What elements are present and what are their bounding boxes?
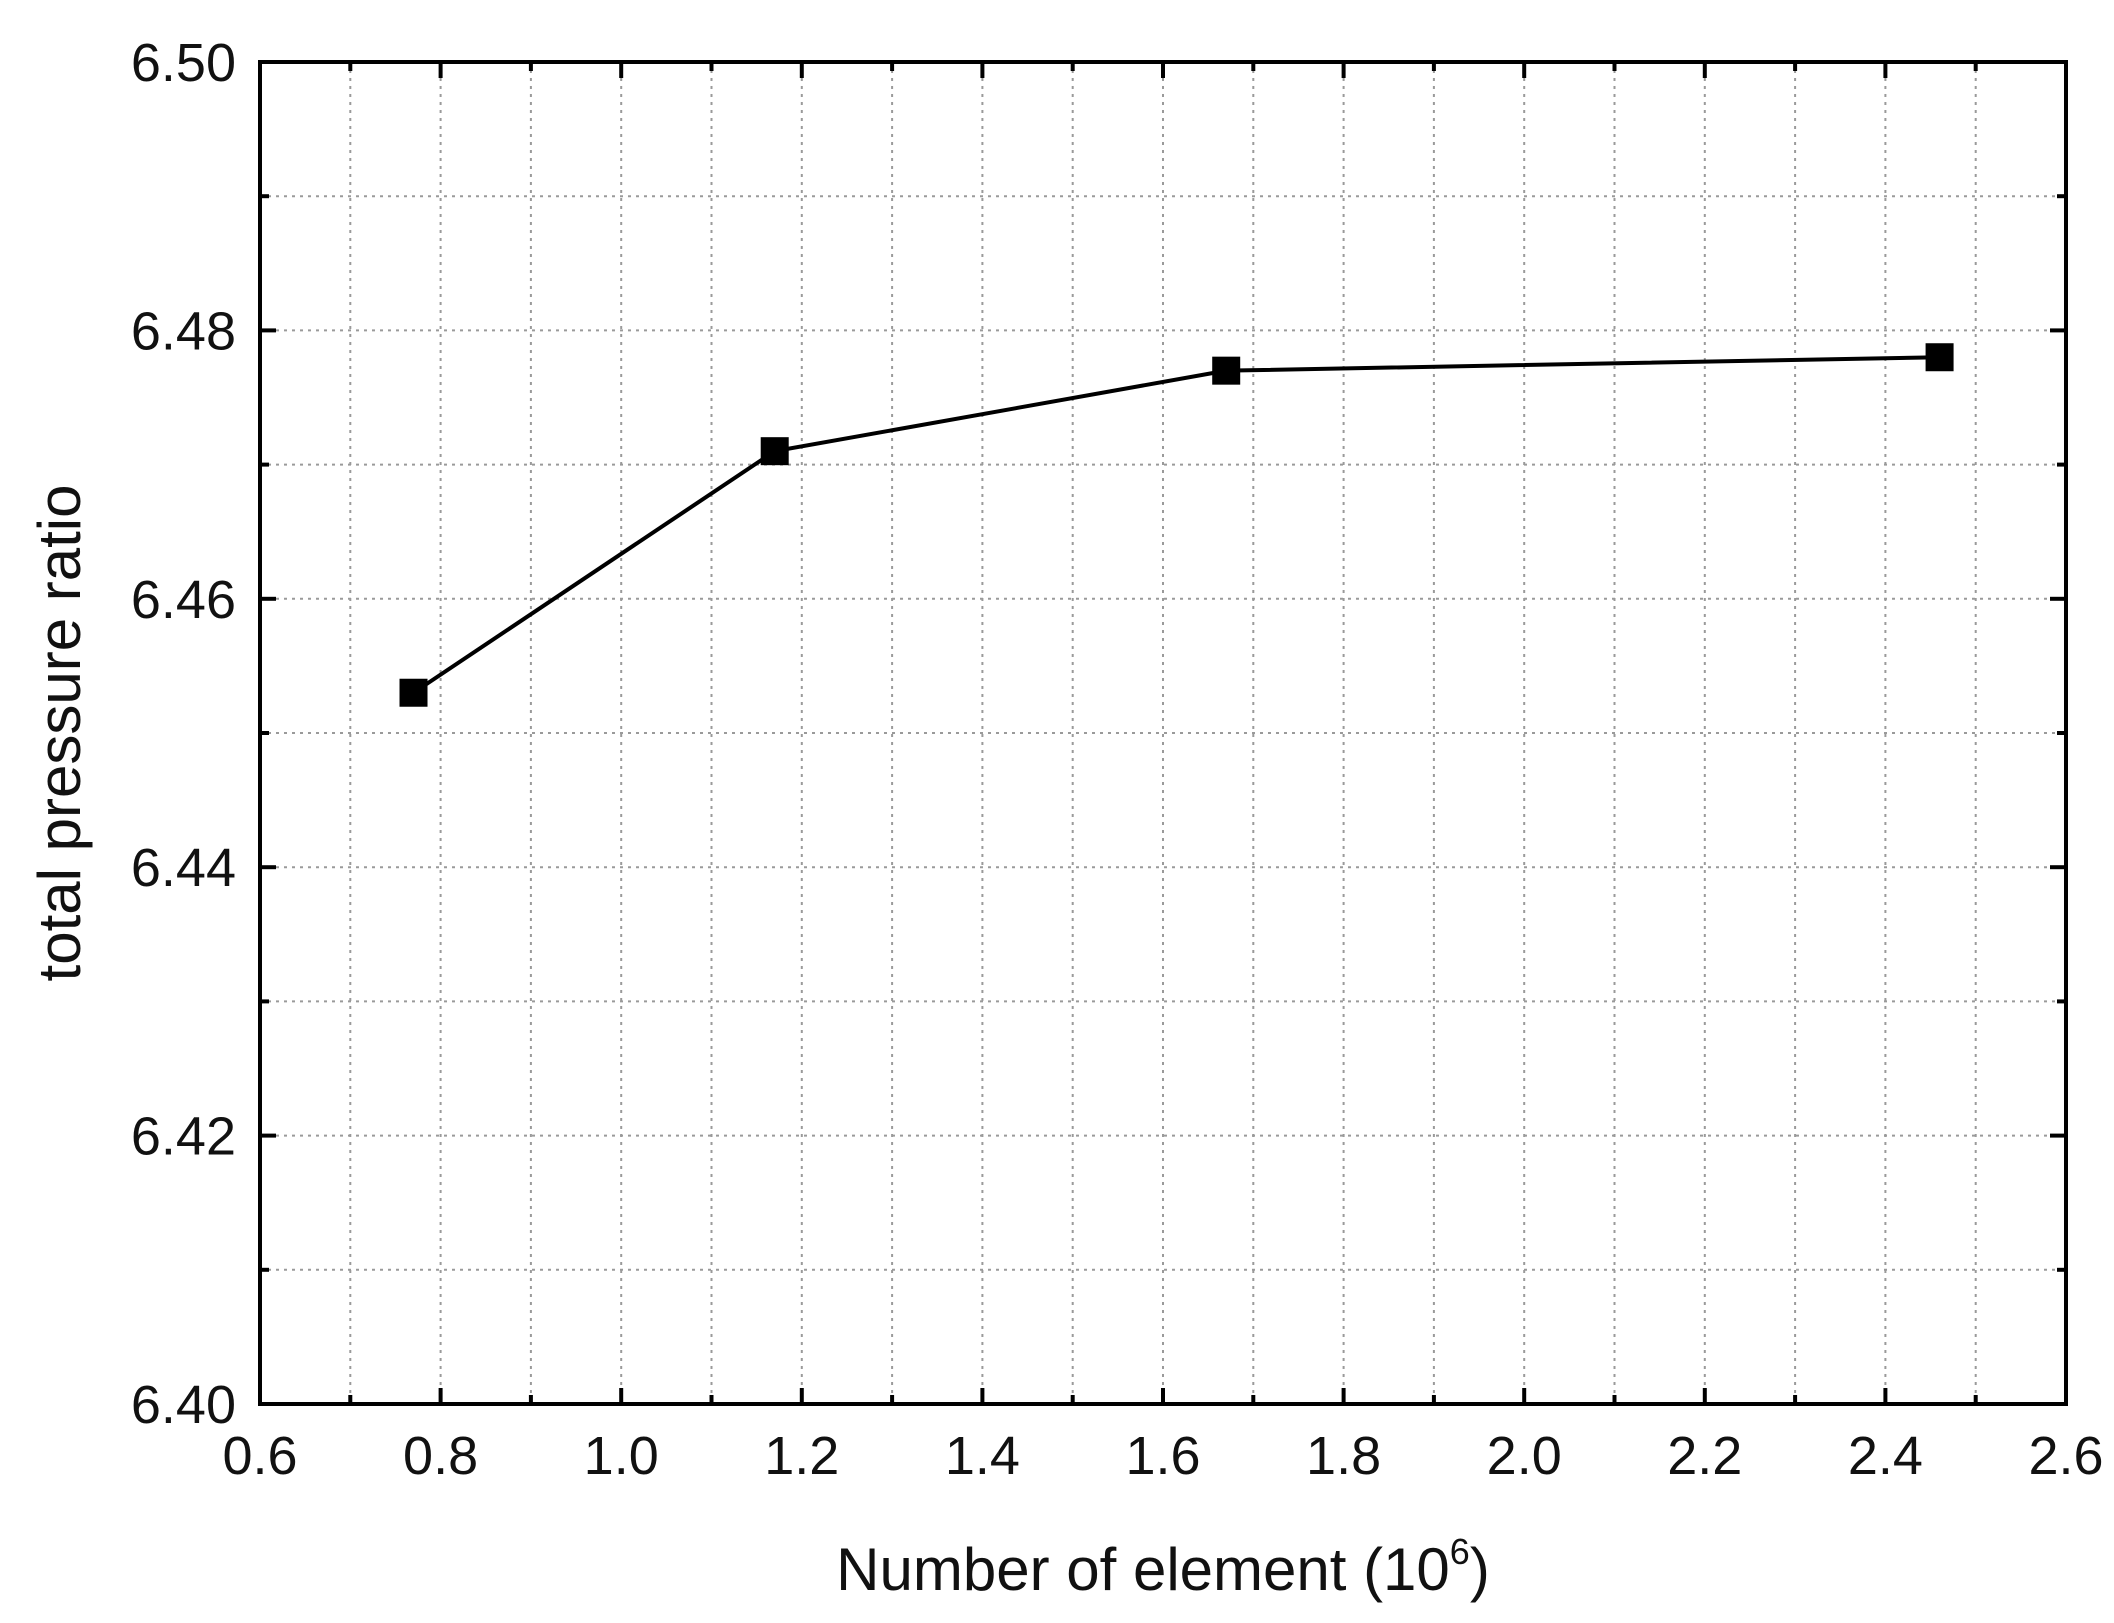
x-tick-label: 0.8: [403, 1426, 478, 1486]
data-point-marker: [1925, 343, 1954, 372]
y-tick-label: 6.42: [131, 1107, 236, 1167]
y-tick-label: 6.44: [131, 838, 236, 898]
y-tick-label: 6.40: [131, 1375, 236, 1435]
x-axis-title-exponent: 6: [1450, 1531, 1470, 1572]
data-point-marker: [760, 437, 789, 466]
x-axis-title-main: Number of element (10: [836, 1536, 1450, 1603]
series-line: [412, 355, 1940, 695]
data-point-marker: [1212, 356, 1241, 385]
x-axis-title: Number of element (106): [836, 1531, 1490, 1603]
y-axis-title: total pressure ratio: [26, 485, 93, 982]
x-tick-label: 0.6: [222, 1426, 297, 1486]
x-tick-label: 1.4: [945, 1426, 1020, 1486]
x-tick-label: 1.2: [764, 1426, 839, 1486]
data-point-marker: [399, 678, 428, 707]
x-tick-label: 1.8: [1306, 1426, 1381, 1486]
x-tick-label: 1.0: [584, 1426, 659, 1486]
y-tick-label: 6.50: [131, 33, 236, 93]
y-tick-label: 6.46: [131, 570, 236, 630]
y-tick-labels: 6.40 6.42 6.44 6.46 6.48 6.50: [131, 33, 236, 1435]
x-tick-label: 2.2: [1667, 1426, 1742, 1486]
x-tick-label: 2.0: [1487, 1426, 1562, 1486]
x-axis-title-suffix: ): [1470, 1536, 1490, 1603]
data-series: [399, 343, 1954, 707]
plot-frame: [258, 60, 2068, 1406]
x-tick-label: 1.6: [1125, 1426, 1200, 1486]
grid-lines: [260, 62, 2066, 1404]
x-tick-label: 2.4: [1848, 1426, 1923, 1486]
y-tick-label: 6.48: [131, 301, 236, 361]
x-tick-label: 2.6: [2028, 1426, 2103, 1486]
x-tick-labels: 0.6 0.8 1.0 1.2 1.4 1.6 1.8 2.0 2.2 2.4 2.6: [222, 1426, 2103, 1486]
